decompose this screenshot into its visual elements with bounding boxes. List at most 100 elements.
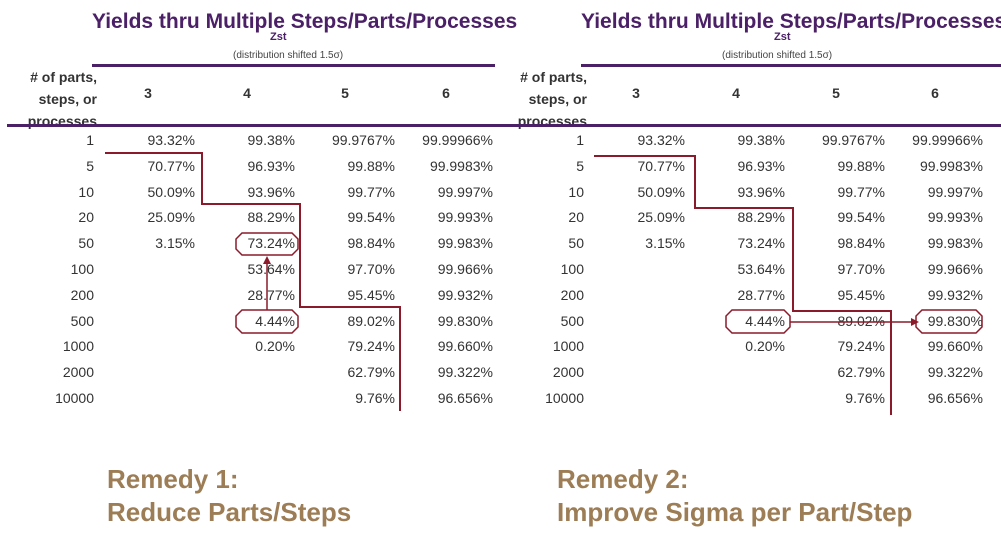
yield-cell: 70.77% [147, 157, 195, 174]
yield-cell: 99.983% [927, 235, 983, 252]
yield-cell: 25.09% [147, 209, 195, 226]
column-header-3: 3 [632, 85, 640, 101]
row-header-line: steps, or [528, 91, 587, 107]
yield-cell: 99.54% [347, 209, 395, 226]
row-count: 500 [70, 312, 94, 329]
yield-cell: 79.24% [347, 338, 395, 355]
column-header-4: 4 [243, 85, 251, 101]
yield-cell: 99.38% [247, 132, 295, 148]
yield-cell: 99.88% [837, 157, 885, 174]
remedy-heading: Remedy 1: [107, 464, 239, 494]
yield-cell: 89.02% [347, 312, 395, 329]
row-count: 1 [86, 132, 94, 148]
row-count: 200 [560, 286, 584, 303]
yield-cell: 93.32% [637, 132, 685, 148]
yield-table-left: Yields thru Multiple Steps/Parts/Process… [0, 0, 517, 430]
row-count: 1000 [62, 338, 94, 355]
yield-cell: 99.830% [927, 312, 983, 329]
row-header-line: # of parts, [520, 69, 587, 85]
header-top-rule [581, 64, 1001, 67]
yield-cell: 99.997% [437, 183, 493, 200]
yield-cell: 89.02% [837, 312, 885, 329]
shift-note: (distribution shifted 1.5σ) [722, 50, 833, 61]
row-count: 50 [78, 235, 94, 252]
yield-cell: 98.84% [837, 235, 885, 252]
yield-cell: 9.76% [845, 390, 885, 406]
yield-cell: 99.932% [437, 286, 493, 303]
remedy-1-text: Remedy 1: Reduce Parts/Steps [107, 463, 351, 529]
yield-cell: 0.20% [255, 338, 295, 355]
yield-cell: 53.64% [247, 261, 295, 277]
column-header-3: 3 [144, 85, 152, 101]
row-count: 2000 [62, 364, 94, 381]
yield-cell: 96.93% [737, 157, 785, 174]
row-count: 100 [70, 261, 94, 277]
row-count: 1 [576, 132, 584, 148]
yield-cell: 70.77% [637, 157, 685, 174]
yield-cell: 28.77% [737, 286, 785, 303]
header-top-rule [92, 64, 495, 67]
yield-cell: 79.24% [837, 338, 885, 355]
yield-cell: 25.09% [637, 209, 685, 226]
yield-cell: 99.99966% [422, 132, 493, 148]
row-count: 100 [560, 261, 584, 277]
yield-cell: 95.45% [837, 286, 885, 303]
yield-cell: 28.77% [247, 286, 295, 303]
yield-cell: 93.96% [247, 183, 295, 200]
yield-cell: 0.20% [745, 338, 785, 355]
yield-cell: 99.9767% [821, 132, 885, 148]
yield-cell: 99.9983% [919, 157, 983, 174]
yield-cell: 99.54% [837, 209, 885, 226]
row-header-line: steps, or [38, 91, 97, 107]
remedy-2-text: Remedy 2: Improve Sigma per Part/Step [557, 463, 912, 529]
yield-cell: 99.77% [837, 183, 885, 200]
yield-cell: 99.660% [927, 338, 983, 355]
yield-cell: 9.76% [355, 390, 395, 406]
yield-cell: 62.79% [837, 364, 885, 381]
zst-label: Zst [270, 31, 287, 43]
yield-cell: 99.983% [437, 235, 493, 252]
row-header-label: # of parts, steps, or processes [490, 66, 587, 132]
yield-cell: 99.322% [437, 364, 493, 381]
row-count: 50 [568, 235, 584, 252]
yield-cell: 99.99966% [912, 132, 983, 148]
row-count: 5 [576, 157, 584, 174]
zst-label: Zst [774, 31, 791, 43]
yield-cell: 99.88% [347, 157, 395, 174]
yield-cell: 97.70% [347, 261, 395, 277]
row-header-label: # of parts, steps, or processes [0, 66, 97, 132]
yield-cell: 88.29% [737, 209, 785, 226]
table-title: Yields thru Multiple Steps/Parts/Process… [92, 10, 518, 33]
yield-table-right: Yields thru Multiple Steps/Parts/Process… [494, 0, 1001, 430]
header-bottom-rule [7, 124, 495, 127]
yield-cell: 96.93% [247, 157, 295, 174]
yield-cell: 99.993% [927, 209, 983, 226]
column-header-6: 6 [442, 85, 450, 101]
yield-cell: 95.45% [347, 286, 395, 303]
row-header-line: processes [27, 113, 97, 129]
row-count: 10000 [545, 390, 584, 406]
row-count: 200 [70, 286, 94, 303]
yield-cell: 99.660% [437, 338, 493, 355]
yield-cell: 3.15% [155, 235, 195, 252]
yield-cell: 99.38% [737, 132, 785, 148]
yield-cell: 99.966% [437, 261, 493, 277]
shift-note: (distribution shifted 1.5σ) [233, 50, 344, 61]
row-count: 10000 [55, 390, 94, 406]
header-bottom-rule [494, 124, 1001, 127]
yield-cell: 50.09% [637, 183, 685, 200]
yield-cell: 99.77% [347, 183, 395, 200]
column-header-4: 4 [732, 85, 740, 101]
row-count: 20 [568, 209, 584, 226]
row-count: 10 [568, 183, 584, 200]
row-count: 5 [86, 157, 94, 174]
row-count: 10 [78, 183, 94, 200]
yield-cell: 99.966% [927, 261, 983, 277]
yield-cell: 96.656% [437, 390, 493, 406]
yield-cell: 99.9983% [429, 157, 493, 174]
yield-cell: 93.96% [737, 183, 785, 200]
yield-cell: 97.70% [837, 261, 885, 277]
row-header-line: processes [517, 113, 587, 129]
column-header-5: 5 [341, 85, 349, 101]
yield-cell: 99.997% [927, 183, 983, 200]
